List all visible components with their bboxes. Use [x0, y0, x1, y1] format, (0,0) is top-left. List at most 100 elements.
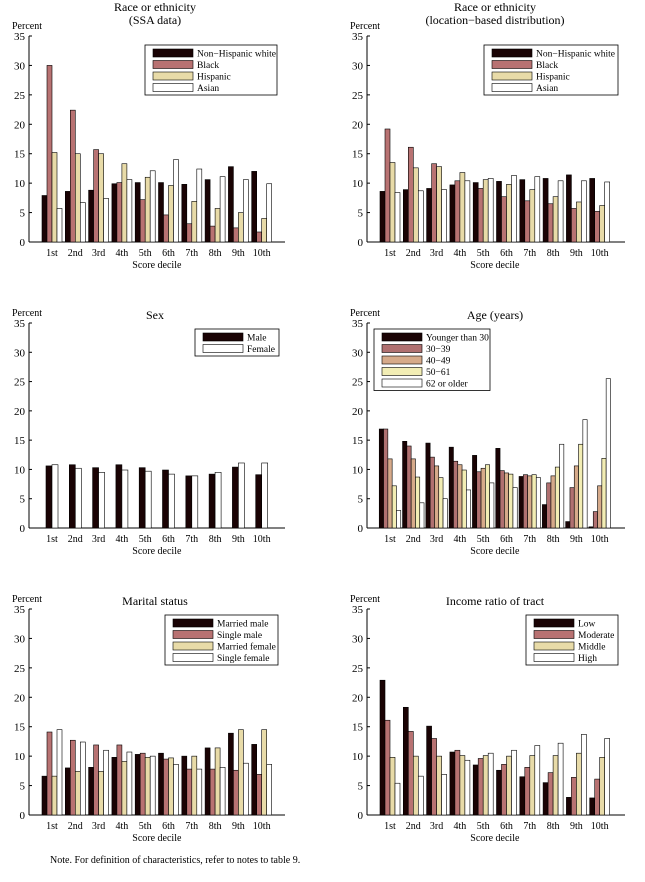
- bar-30-39-3rd: [429, 456, 435, 529]
- legend-swatch: [381, 378, 423, 388]
- bar-moderate-2nd: [407, 731, 414, 816]
- bar-moderate-8th: [547, 772, 554, 816]
- bar-younger-than-30-7th: [518, 476, 524, 529]
- legend-label: Asian: [197, 84, 219, 94]
- bar-married-female-10th: [261, 729, 268, 816]
- x-tick-label: 8th: [547, 248, 560, 259]
- bar-younger-than-30-6th: [495, 448, 501, 529]
- bar-asian-4th: [126, 179, 133, 243]
- bar-black-1st: [46, 65, 53, 243]
- bar-62-or-older-5th: [489, 482, 495, 529]
- bar-married-male-3rd: [88, 767, 94, 816]
- y-tick-label: 25: [14, 663, 26, 675]
- x-tick-label: 10th: [253, 821, 271, 832]
- y-tick-label: 5: [20, 208, 26, 220]
- bar-single-female-9th: [243, 762, 249, 816]
- bar-40-49-5th: [480, 467, 486, 529]
- bar-asian-1st: [394, 192, 401, 243]
- y-tick-label: 15: [352, 435, 364, 447]
- bar-30-39-8th: [546, 482, 552, 529]
- bar-non-hispanic-white-2nd: [402, 189, 409, 243]
- bar-asian-6th: [173, 159, 179, 243]
- bar-low-10th: [589, 797, 596, 816]
- bar-non-hispanic-white-6th: [496, 181, 502, 243]
- bar-black-4th: [116, 182, 123, 243]
- bar-middle-9th: [576, 752, 582, 816]
- x-tick-label: 4th: [454, 821, 467, 832]
- bar-married-male-1st: [41, 775, 48, 816]
- x-tick-label: 6th: [162, 821, 175, 832]
- x-tick-label: 5th: [139, 821, 152, 832]
- y-axis-label: Percent: [12, 21, 42, 32]
- legend-label: Non−Hispanic white: [536, 50, 615, 60]
- bar-single-male-7th: [186, 768, 193, 816]
- bar-40-49-1st: [387, 458, 393, 529]
- y-tick-label: 35: [352, 318, 364, 330]
- x-tick-label: 5th: [139, 248, 152, 259]
- x-tick-label: 7th: [185, 534, 198, 545]
- bar-married-female-8th: [214, 747, 221, 816]
- x-tick-label: 10th: [253, 534, 271, 545]
- legend-label: Hispanic: [536, 73, 570, 83]
- legend-label: Non−Hispanic white: [197, 50, 276, 60]
- bar-high-6th: [511, 749, 517, 816]
- bar-30-39-4th: [453, 460, 459, 529]
- y-tick-label: 25: [352, 90, 364, 102]
- legend-label: Low: [578, 620, 596, 630]
- bar-younger-than-30-8th: [542, 504, 547, 529]
- bar-non-hispanic-white-4th: [111, 183, 118, 243]
- bar-middle-8th: [552, 755, 559, 816]
- bar-asian-4th: [464, 180, 471, 243]
- bar-high-8th: [557, 742, 564, 816]
- bar-black-7th: [524, 200, 531, 243]
- x-tick-label: 7th: [523, 821, 536, 832]
- bar-asian-10th: [266, 183, 273, 243]
- bar-non-hispanic-white-7th: [519, 179, 526, 243]
- bar-hispanic-6th: [168, 185, 174, 243]
- bar-male-10th: [255, 474, 262, 529]
- bar-married-male-2nd: [65, 767, 71, 816]
- y-tick-label: 10: [14, 751, 26, 763]
- bar-non-hispanic-white-8th: [204, 179, 211, 243]
- bar-black-3rd: [93, 149, 99, 243]
- legend-swatch: [172, 641, 214, 651]
- bar-non-hispanic-white-6th: [158, 182, 164, 243]
- x-tick-label: 10th: [253, 248, 271, 259]
- y-tick-label: 20: [352, 692, 364, 704]
- x-tick-label: 5th: [477, 248, 490, 259]
- legend-swatch: [491, 71, 533, 81]
- chart-title: Marital status: [122, 594, 188, 608]
- y-tick-label: 0: [358, 237, 364, 249]
- x-tick-label: 6th: [162, 534, 175, 545]
- legend-label: Married male: [217, 620, 268, 630]
- y-tick-label: 30: [352, 633, 364, 645]
- legend-swatch: [381, 344, 423, 353]
- bar-hispanic-10th: [261, 218, 268, 243]
- x-tick-label: 1st: [384, 248, 396, 259]
- bar-single-male-1st: [46, 731, 53, 816]
- bar-30-39-9th: [569, 487, 575, 529]
- bar-hispanic-6th: [506, 184, 512, 243]
- bar-black-8th: [209, 225, 216, 243]
- y-axis-label: Percent: [350, 308, 380, 319]
- figure-note: Note. For definition of characteristics,…: [50, 855, 301, 866]
- x-tick-label: 7th: [523, 534, 536, 545]
- bar-asian-7th: [196, 168, 203, 243]
- bar-married-male-6th: [158, 752, 164, 816]
- x-axis-label: Score decile: [470, 833, 520, 844]
- bar-moderate-5th: [477, 758, 484, 816]
- bar-hispanic-10th: [599, 205, 606, 243]
- bar-single-male-9th: [233, 769, 239, 816]
- bar-hispanic-3rd: [436, 166, 442, 243]
- y-tick-label: 5: [20, 494, 26, 506]
- x-tick-label: 2nd: [406, 821, 421, 832]
- bar-male-7th: [185, 475, 193, 529]
- bar-62-or-older-7th: [535, 477, 541, 529]
- bar-50-61-10th: [601, 457, 607, 529]
- y-tick-label: 15: [14, 722, 26, 734]
- bar-middle-10th: [599, 757, 606, 816]
- bar-middle-3rd: [436, 755, 442, 816]
- bar-asian-6th: [511, 175, 517, 243]
- bar-black-2nd: [70, 109, 76, 243]
